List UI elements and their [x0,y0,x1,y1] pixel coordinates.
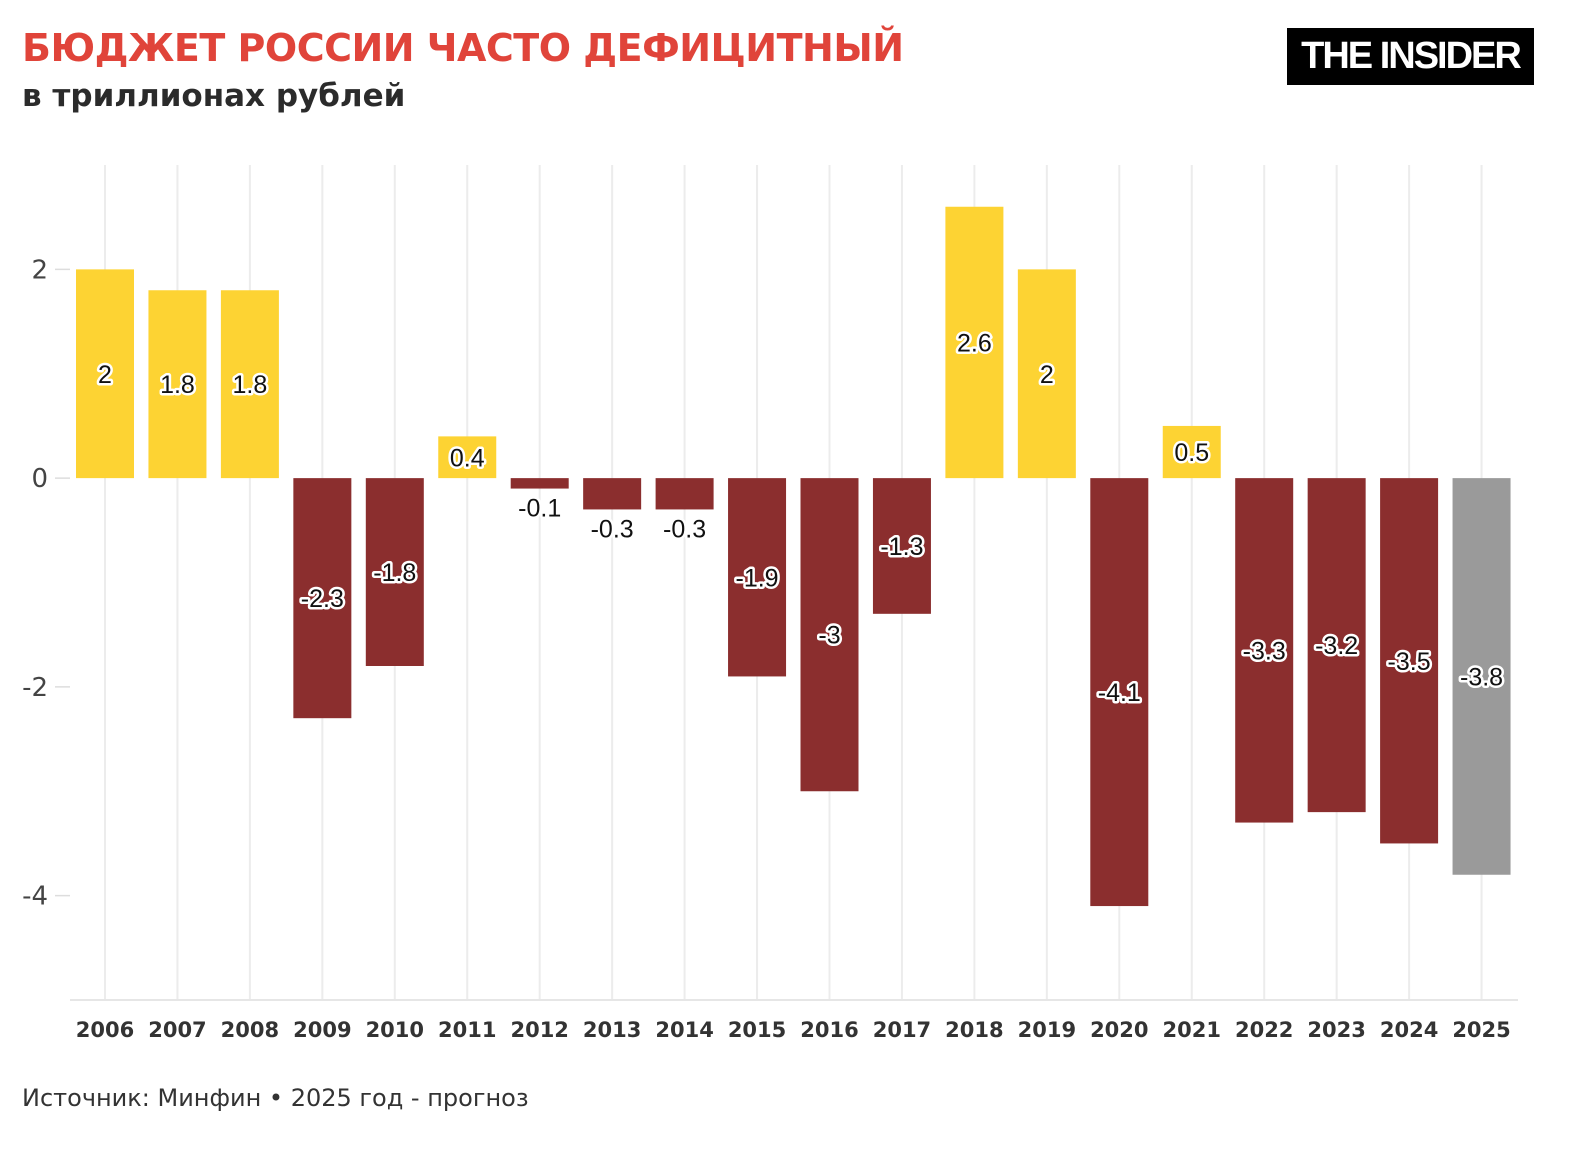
data-label-2023: -3.2 [1315,632,1358,660]
x-tick-label: 2017 [873,1018,931,1042]
data-label-2021: 0.5 [1174,439,1209,467]
x-tick-label: 2010 [366,1018,424,1042]
x-tick-label: 2007 [148,1018,206,1042]
bar-2007 [148,290,207,479]
x-tick-label: 2023 [1307,1018,1365,1042]
data-label-2019: 2 [1040,361,1054,389]
x-tick-label: 2016 [800,1018,858,1042]
chart-subtitle: в триллионах рублей [22,78,406,114]
data-label-2011: 0.4 [450,444,485,472]
bar-2023 [1307,478,1366,813]
x-tick-label: 2025 [1452,1018,1510,1042]
bar-2017 [872,478,931,614]
data-label-2008: 1.8 [233,371,268,399]
data-label-2017: -1.3 [880,533,923,561]
x-tick-label: 2012 [510,1018,568,1042]
data-label-2010: -1.8 [373,559,416,587]
bar-2025 [1452,478,1511,875]
bar-2024 [1380,478,1439,844]
x-tick-label: 2009 [293,1018,351,1042]
data-label-2025: -3.8 [1460,663,1503,691]
y-tick-label: 2 [31,255,48,285]
data-label-2022: -3.3 [1243,637,1286,665]
bar-2022 [1235,478,1294,823]
bar-2010 [365,478,424,666]
chart-title: БЮДЖЕТ РОССИИ ЧАСТО ДЕФИЦИТНЫЙ [22,26,904,70]
bar-2012 [510,478,569,489]
x-tick-label: 2008 [221,1018,279,1042]
bar-2011 [438,436,497,479]
logo: THE INSIDER [1287,28,1534,85]
x-tick-label: 2022 [1235,1018,1293,1042]
bar-2006 [76,269,134,479]
x-tick-label: 2024 [1380,1018,1438,1042]
bar-2008 [220,290,279,479]
bar-2020 [1090,478,1149,907]
bar-2021 [1162,425,1221,479]
data-label-2006: 2 [98,361,112,389]
data-label-2024: -3.5 [1388,648,1431,676]
x-tick-label: 2015 [728,1018,786,1042]
data-label-2012: -0.1 [518,495,561,523]
y-tick-label: -2 [22,673,48,703]
data-label-2007: 1.8 [160,371,195,399]
data-label-2016: -3 [818,622,840,650]
y-tick-label: -4 [22,882,48,912]
x-tick-label: 2006 [76,1018,134,1042]
bar-2015 [728,478,787,677]
x-tick-label: 2020 [1090,1018,1148,1042]
bar-2018 [945,206,1004,479]
bar-2013 [583,478,642,510]
bar-2009 [293,478,352,719]
source-note: Источник: Минфин • 2025 год - прогноз [22,1084,529,1112]
x-tick-label: 2014 [655,1018,713,1042]
data-label-2015: -1.9 [736,564,779,592]
x-tick-label: 2018 [945,1018,1003,1042]
bar-2016 [800,478,859,792]
data-label-2014: -0.3 [663,515,706,543]
x-tick-label: 2013 [583,1018,641,1042]
x-tick-label: 2011 [438,1018,496,1042]
data-label-2013: -0.3 [591,515,634,543]
data-label-2009: -2.3 [301,585,344,613]
bar-2014 [655,478,714,510]
data-label-2018: 2.6 [957,329,992,357]
y-tick-label: 0 [31,464,48,494]
data-label-2020: -4.1 [1098,679,1141,707]
bar-2019 [1017,269,1076,479]
x-tick-label: 2019 [1018,1018,1076,1042]
x-tick-label: 2021 [1163,1018,1221,1042]
